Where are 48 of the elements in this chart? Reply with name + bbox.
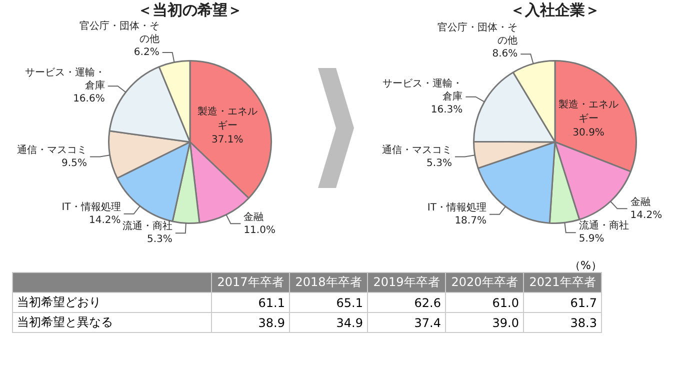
y-tick-label: 当初希望と異なる (12, 312, 212, 332)
slice-label: 金融 (244, 210, 264, 223)
data-label: 37.1% (211, 134, 244, 146)
data-label: 16.3% (430, 104, 463, 116)
x-tick-label: 2017年卒者 (212, 272, 290, 292)
x-tick-label: 2020年卒者 (446, 272, 524, 292)
data-label: 61.1 (212, 292, 290, 312)
data-label: 16.6% (73, 94, 105, 105)
text: （%） (568, 258, 602, 272)
data-label: 65.1 (290, 292, 368, 312)
slice-label: 通信・マスコミ (382, 144, 452, 156)
slice-label: 官公庁・団体・その他 (438, 22, 518, 47)
slice-label: サービス・運輸・倉庫 (382, 77, 463, 102)
slice-label: 製造・エネルギー (558, 98, 619, 125)
x-tick-label: 2018年卒者 (290, 272, 368, 292)
data-label: 8.6% (492, 48, 518, 60)
data-label: 62.6 (368, 292, 446, 312)
slice-label: 官公庁・団体・その他 (79, 20, 160, 46)
data-label: 61.7 (524, 292, 602, 312)
data-label: 9.5% (62, 158, 87, 169)
data-label: 5.3% (426, 158, 452, 169)
data-label: 30.9% (572, 128, 604, 139)
slice-label: 金融 (630, 196, 650, 208)
chart-title: ＜入社企業＞ (510, 0, 600, 19)
slice-label: 流通・商社 (578, 220, 629, 232)
data-label: 14.2% (89, 214, 121, 226)
data-label: 34.9 (290, 312, 368, 332)
slice-label: IT・情報処理 (427, 202, 486, 214)
data-label: 37.4 (368, 312, 446, 332)
y-tick-label: 当初希望どおり (12, 292, 212, 312)
data-label: 6.2% (134, 47, 160, 58)
data-label: 38.9 (212, 312, 290, 332)
data-label: 38.3 (524, 312, 602, 332)
slice-label: 通信・マスコミ (16, 144, 87, 156)
data-label: 5.3% (147, 234, 172, 246)
data-label: 18.7% (454, 216, 486, 227)
x-tick-label: 2019年卒者 (368, 272, 446, 292)
data-label: 61.0 (446, 292, 524, 312)
data-label: 14.2% (630, 210, 662, 221)
x-tick-label: 2021年卒者 (524, 272, 602, 292)
slice-label: サービス・運輸・倉庫 (24, 66, 105, 92)
chart-title: ＜当初の希望＞ (138, 0, 242, 19)
data-label: 11.0% (244, 224, 276, 236)
data-label: 5.9% (578, 234, 604, 245)
slice-label: IT・情報処理 (62, 200, 121, 213)
slice-label: 流通・商社 (122, 220, 172, 232)
slice-label: 製造・エネルギー (197, 106, 258, 132)
data-label: 39.0 (446, 312, 524, 332)
